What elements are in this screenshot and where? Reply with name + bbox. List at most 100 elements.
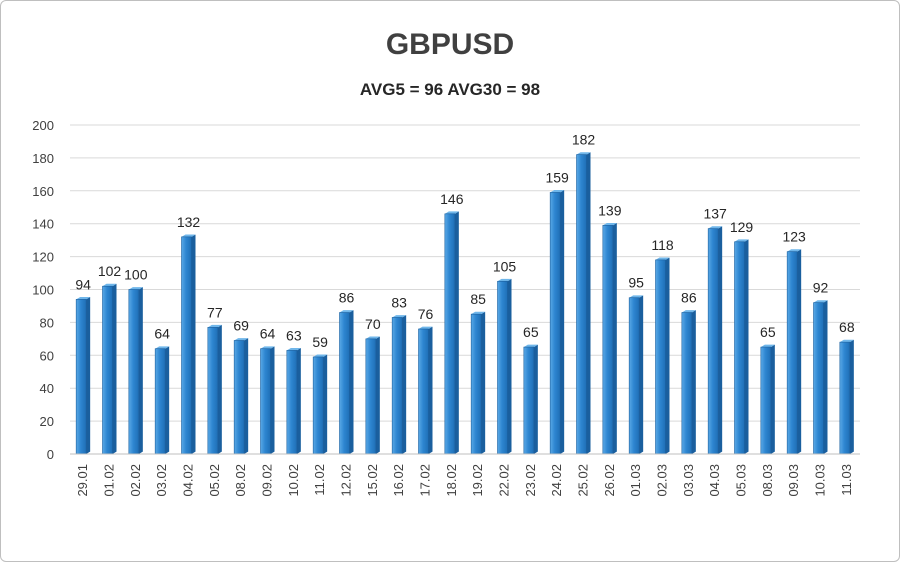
y-tick-label: 60 bbox=[40, 348, 54, 363]
bar-side bbox=[165, 346, 170, 454]
x-tick-label: 04.03 bbox=[707, 464, 722, 497]
bar bbox=[760, 346, 772, 455]
bar-side bbox=[349, 310, 354, 454]
data-label: 129 bbox=[730, 219, 754, 235]
bar-side bbox=[402, 315, 407, 454]
bar-top bbox=[839, 339, 854, 343]
x-tick-label: 03.02 bbox=[154, 464, 169, 497]
bar-top bbox=[629, 295, 644, 298]
bar-side bbox=[217, 324, 222, 454]
x-tick-label: 01.02 bbox=[102, 464, 117, 497]
bar bbox=[233, 340, 245, 455]
bar bbox=[734, 241, 745, 455]
bar-top bbox=[576, 152, 591, 155]
axes: 0 20 40 60 80 100 120 140 160 180 200 29.01 01.02 02.… bbox=[32, 118, 860, 497]
bar-top bbox=[734, 239, 749, 242]
bar-top bbox=[602, 222, 617, 226]
bar bbox=[154, 348, 166, 455]
data-label: 85 bbox=[470, 291, 486, 307]
chart-subtitle: AVG5 = 96 AVG30 = 98 bbox=[359, 80, 541, 99]
bar-side bbox=[560, 190, 565, 455]
data-label: 65 bbox=[760, 324, 776, 340]
data-label: 102 bbox=[98, 263, 122, 279]
bar bbox=[339, 312, 350, 455]
x-tick-label: 09.02 bbox=[260, 464, 275, 497]
bar bbox=[260, 348, 271, 455]
bar bbox=[497, 280, 508, 455]
x-tick-label: 29.01 bbox=[75, 464, 90, 497]
data-label: 69 bbox=[233, 317, 249, 333]
bar bbox=[839, 341, 851, 455]
data-label: 63 bbox=[286, 327, 302, 343]
bar-top bbox=[787, 249, 802, 252]
bar-side bbox=[665, 257, 670, 454]
bar-top bbox=[286, 347, 301, 351]
x-tick-label: 15.02 bbox=[365, 464, 380, 497]
data-label: 92 bbox=[813, 280, 829, 296]
bar-side bbox=[718, 226, 723, 454]
bar-side bbox=[770, 344, 775, 454]
bar-top bbox=[392, 315, 407, 318]
x-tick-label: 02.03 bbox=[655, 464, 670, 497]
bar-top bbox=[76, 296, 91, 300]
x-tick-label: 18.02 bbox=[444, 464, 459, 497]
bar-side bbox=[744, 239, 749, 454]
bar-top bbox=[339, 310, 354, 313]
data-labels: 94 102 100 64 132 77 69 64 63 59 86 70 83 76 146 85 105 6… bbox=[75, 132, 854, 350]
data-label: 95 bbox=[628, 275, 644, 291]
bar-top bbox=[681, 310, 696, 313]
bar-top bbox=[708, 226, 723, 229]
bar-side bbox=[323, 354, 328, 454]
y-tick-label: 140 bbox=[32, 217, 54, 232]
data-label: 70 bbox=[365, 316, 381, 332]
x-tick-label: 05.03 bbox=[734, 464, 749, 497]
bar-side bbox=[244, 338, 249, 454]
bar bbox=[655, 259, 666, 455]
x-tick-label: 23.02 bbox=[523, 464, 538, 497]
bar-top bbox=[760, 344, 775, 348]
bar-top bbox=[207, 324, 222, 328]
y-tick-label: 40 bbox=[40, 381, 54, 396]
bar bbox=[181, 236, 192, 455]
x-tick-label: 04.02 bbox=[181, 464, 196, 497]
y-tick-label: 200 bbox=[32, 118, 54, 133]
bar-side bbox=[428, 326, 433, 454]
data-label: 76 bbox=[418, 306, 434, 322]
x-tick-label: 24.02 bbox=[549, 464, 564, 497]
bar-top bbox=[813, 300, 828, 303]
bar-top bbox=[523, 344, 538, 348]
bar bbox=[444, 213, 456, 455]
bar-top bbox=[234, 338, 249, 341]
data-label: 68 bbox=[839, 319, 855, 335]
y-tick-label: 80 bbox=[40, 315, 54, 330]
bar-side bbox=[586, 152, 591, 454]
data-label: 86 bbox=[681, 290, 697, 306]
bar bbox=[365, 338, 377, 455]
bar-side bbox=[86, 296, 91, 454]
bar bbox=[128, 289, 140, 455]
data-label: 64 bbox=[260, 326, 276, 342]
bar-side bbox=[797, 249, 802, 454]
bar-side bbox=[639, 295, 644, 454]
bar bbox=[102, 285, 113, 455]
bar bbox=[418, 328, 429, 455]
x-tick-label: 22.02 bbox=[497, 464, 512, 497]
bar bbox=[391, 317, 403, 455]
bar-side bbox=[296, 347, 301, 454]
bar-top bbox=[444, 211, 459, 214]
data-label: 100 bbox=[124, 267, 148, 283]
bar-top bbox=[102, 283, 117, 287]
bar-side bbox=[481, 311, 486, 454]
x-tick-label: 01.03 bbox=[628, 464, 643, 497]
y-tick-label: 0 bbox=[47, 447, 54, 462]
data-label: 132 bbox=[177, 214, 201, 230]
chart-title: GBPUSD bbox=[385, 28, 515, 61]
x-tick-label: 17.02 bbox=[418, 464, 433, 497]
bar-top bbox=[418, 326, 433, 329]
bar-side bbox=[191, 234, 196, 454]
y-tick-label: 20 bbox=[40, 414, 54, 429]
data-label: 77 bbox=[207, 304, 223, 320]
bar-top bbox=[655, 257, 670, 260]
data-label: 137 bbox=[703, 206, 727, 222]
